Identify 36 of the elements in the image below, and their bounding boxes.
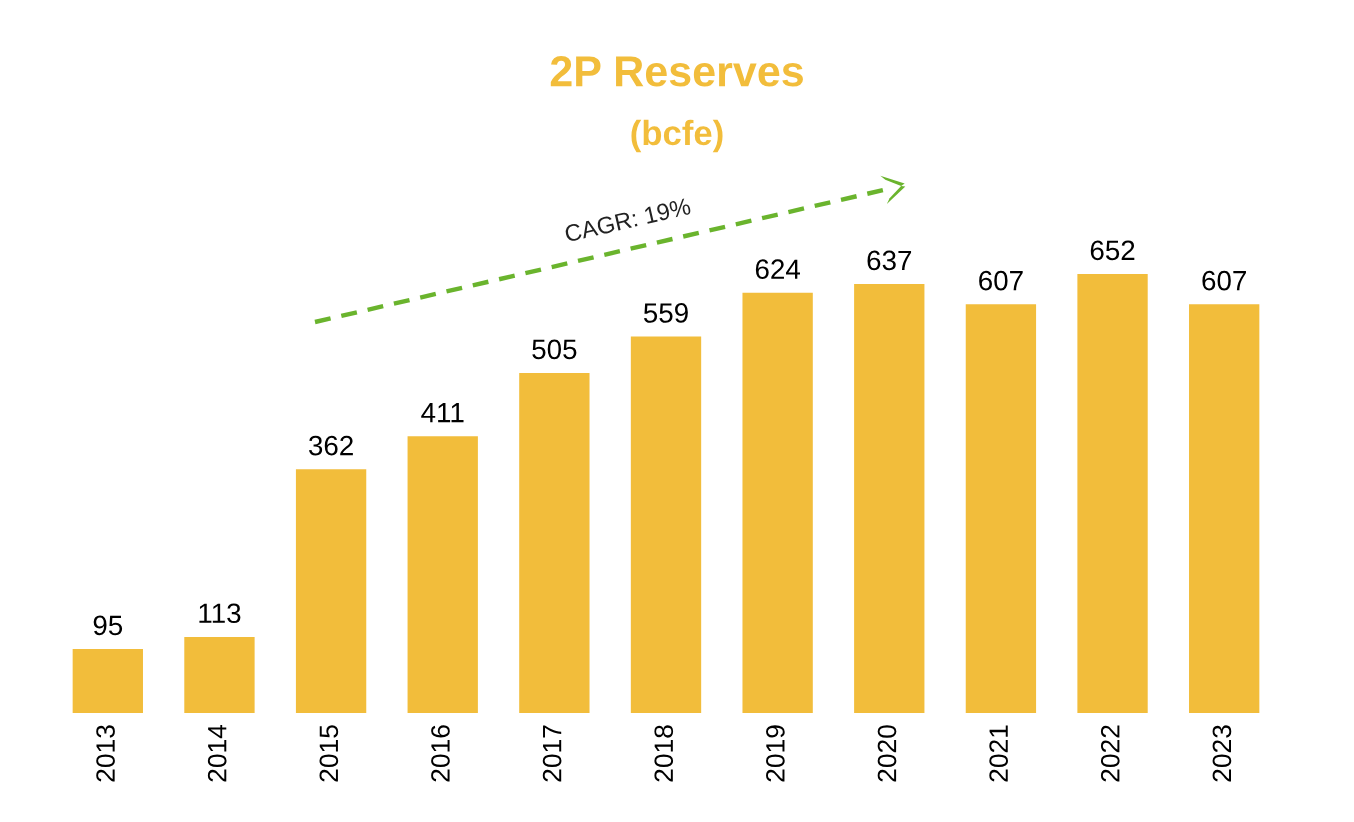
x-tick-label: 2015 [319, 725, 339, 782]
bar [519, 372, 590, 713]
bar [407, 436, 478, 713]
chart-title: 2P Reserves [550, 56, 803, 87]
bar [965, 304, 1037, 713]
bar [630, 336, 702, 713]
x-tick-label: 2019 [766, 725, 785, 782]
data-label: 652 [1090, 240, 1135, 261]
x-tick-label: 2021 [989, 725, 1008, 782]
data-label: 637 [867, 250, 912, 271]
x-tick-label: 2023 [1212, 725, 1232, 782]
data-label: 411 [421, 403, 464, 423]
x-tick-label: 2013 [96, 725, 115, 782]
data-label: 362 [308, 435, 353, 456]
data-label: 624 [755, 259, 800, 280]
x-tick-label: 2022 [1100, 725, 1120, 782]
bar [742, 292, 813, 713]
bar [1077, 274, 1148, 713]
x-tick-label: 2018 [654, 725, 674, 782]
chart-subtitle: (bcfe) [631, 119, 723, 153]
x-tick-label: 2014 [207, 724, 227, 782]
data-label: 607 [1202, 270, 1246, 291]
data-label: 607 [979, 270, 1023, 291]
data-label: 113 [199, 603, 241, 624]
bar [72, 649, 143, 713]
data-label: 95 [93, 615, 123, 636]
data-label: 505 [532, 339, 577, 360]
bar [854, 284, 925, 713]
data-label: 559 [643, 303, 688, 323]
x-tick-label: 2016 [431, 725, 450, 782]
bar [184, 636, 255, 713]
bar [1189, 304, 1260, 713]
x-tick-label: 2020 [877, 725, 897, 782]
text: CAGR: 19% [564, 197, 692, 243]
x-tick-label: 2017 [542, 725, 562, 782]
bar [295, 469, 367, 713]
